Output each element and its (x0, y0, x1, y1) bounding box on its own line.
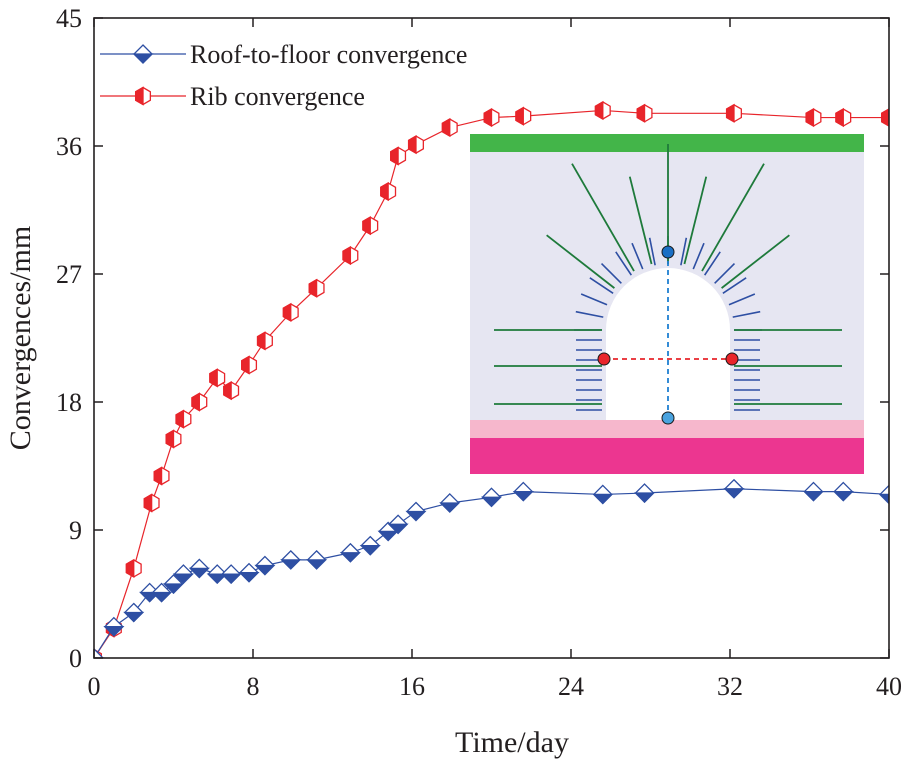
legend-label-roof: Roof-to-floor convergence (190, 40, 467, 69)
data-point (380, 181, 397, 202)
x-tick-label: 0 (88, 672, 101, 701)
x-tick-label: 24 (558, 672, 584, 701)
data-point (103, 616, 125, 637)
y-tick-label: 18 (56, 388, 82, 417)
data-point (220, 564, 242, 585)
data-point (805, 107, 822, 128)
legend: Roof-to-floor convergence Rib convergenc… (100, 40, 467, 111)
y-tick-label: 36 (56, 132, 82, 161)
roof-measure-point (661, 245, 675, 259)
data-point (405, 501, 427, 522)
data-point (125, 558, 142, 579)
right-rib-measure-point (725, 352, 739, 366)
series-rib (94, 100, 889, 658)
data-point (238, 562, 260, 583)
data-point (441, 117, 458, 138)
floor-layer-light (470, 420, 864, 438)
data-point (594, 100, 611, 121)
data-point (151, 582, 173, 603)
data-point (480, 487, 503, 508)
data-point (342, 245, 359, 266)
data-point (878, 484, 889, 505)
x-tick-label: 8 (247, 672, 260, 701)
y-tick-label: 45 (56, 4, 82, 33)
data-point (282, 302, 299, 323)
data-point (175, 409, 192, 429)
data-point (94, 648, 105, 658)
legend-marker-roof (132, 44, 154, 64)
series-line (94, 109, 889, 658)
data-point (306, 549, 328, 570)
data-point (832, 481, 854, 502)
left-rib-measure-point (597, 352, 611, 366)
data-point (206, 564, 228, 585)
x-tick-label: 16 (399, 672, 425, 701)
data-point (254, 555, 276, 576)
x-axis-title: Time/day (455, 726, 569, 759)
data-point (172, 564, 195, 585)
legend-label-rib: Rib convergence (190, 82, 365, 111)
data-point (362, 216, 379, 236)
data-point (512, 481, 534, 502)
anchor-cables (494, 144, 842, 405)
data-point (143, 493, 160, 513)
x-tick-label: 40 (876, 672, 902, 701)
data-point (633, 483, 656, 503)
data-point (880, 108, 889, 127)
data-point (123, 602, 145, 623)
data-point (359, 535, 381, 556)
data-point (339, 542, 361, 563)
floor-layer-dark (470, 438, 864, 474)
data-point (223, 380, 240, 401)
floor-measure-point (661, 411, 675, 425)
data-point (162, 574, 185, 594)
data-point (592, 484, 614, 505)
series-line (94, 488, 889, 658)
data-point (241, 355, 258, 375)
y-tick-label: 0 (69, 644, 82, 673)
data-point (191, 392, 208, 412)
data-point (390, 146, 407, 166)
data-point (636, 103, 653, 123)
y-tick-label: 9 (69, 516, 82, 545)
data-point (280, 549, 302, 570)
data-point (153, 466, 170, 486)
y-tick-label: 27 (56, 260, 82, 289)
legend-marker-rib (134, 86, 152, 106)
roof-strata (470, 134, 864, 152)
data-point (165, 429, 182, 449)
data-point (483, 107, 500, 128)
series-roof-to-floor (94, 478, 889, 658)
data-point (407, 134, 424, 155)
x-tick-label: 32 (717, 672, 743, 701)
data-point (835, 107, 852, 128)
data-point (802, 481, 825, 502)
data-point (515, 106, 532, 126)
plot-frame (93, 17, 890, 659)
data-point (308, 278, 325, 298)
data-point (188, 558, 210, 579)
y-axis-title: Convergences/mm (4, 226, 37, 450)
data-point (439, 493, 461, 513)
data-point (209, 368, 226, 388)
data-point (256, 331, 273, 351)
roadway-schematic-inset (470, 134, 864, 474)
data-point (387, 514, 409, 535)
data-point (723, 478, 745, 499)
data-point (725, 103, 742, 123)
